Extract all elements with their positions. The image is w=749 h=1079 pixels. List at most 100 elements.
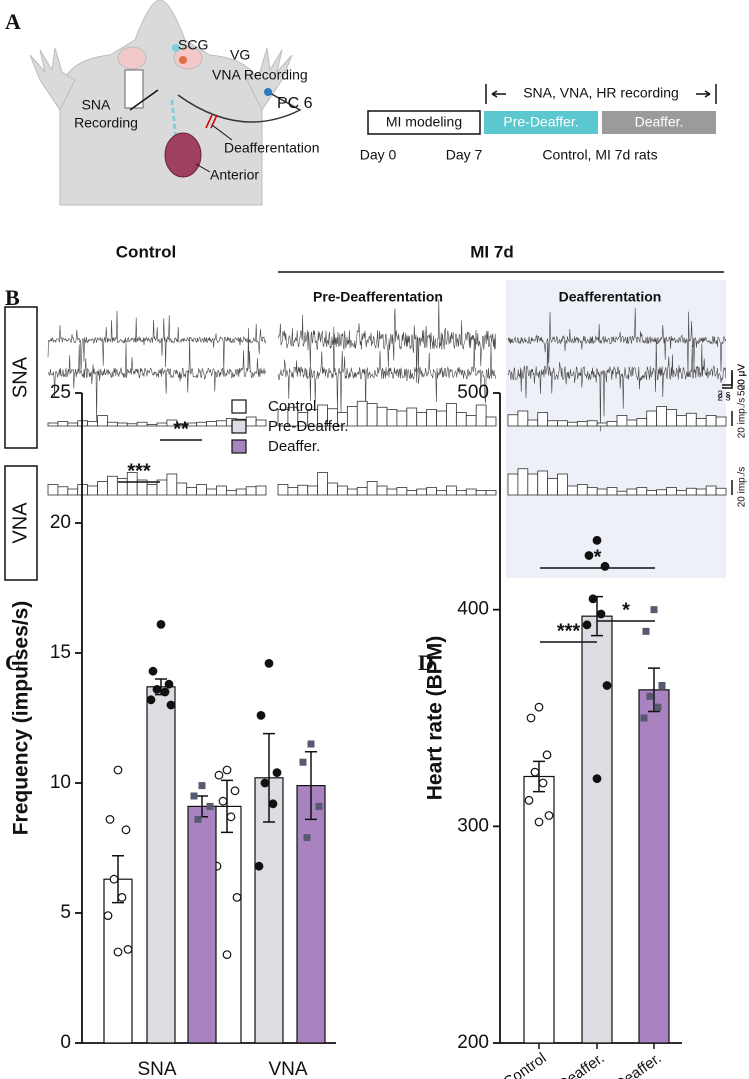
row-label-box: [4, 465, 38, 581]
histogram-bar: [626, 419, 638, 427]
condition-title: Deafferentation: [559, 289, 662, 305]
data-point: [584, 551, 594, 560]
histogram-bar: [307, 485, 319, 496]
histogram-bar: [107, 475, 118, 496]
histogram-bar: [216, 485, 227, 496]
label-sna: SNA: [82, 97, 111, 113]
data-point: [544, 811, 554, 820]
bar: [296, 784, 326, 1044]
x-tick-label: VNA: [268, 1059, 307, 1079]
row-label: VNA: [9, 502, 31, 544]
histogram-bar: [606, 421, 618, 427]
histogram-bar: [206, 421, 217, 427]
histogram-bar: [97, 481, 108, 496]
histogram-bar: [475, 490, 487, 496]
scale-label: 2 s: [717, 393, 730, 404]
legend-swatch: [231, 399, 247, 414]
histogram-bar: [146, 424, 158, 427]
timeline-box: Deaffer.: [635, 114, 684, 130]
histogram-bar: [436, 490, 447, 496]
histogram-bar: [57, 486, 69, 496]
timeline-note: Control, MI 7d rats: [542, 147, 657, 163]
row-label: SNA: [9, 356, 31, 398]
data-point: [658, 682, 666, 689]
legend-label: Control: [268, 398, 316, 415]
data-point: [121, 825, 131, 835]
histogram-bar: [396, 410, 408, 427]
histogram-bar: [366, 481, 378, 496]
histogram-bar: [705, 415, 717, 427]
rat-schematic: [29, 0, 293, 206]
histogram-bar: [47, 484, 59, 496]
histogram-bar: [455, 412, 467, 427]
histogram-bar: [695, 488, 707, 496]
data-point: [194, 815, 202, 823]
bar: [638, 689, 670, 1044]
error-bar: [533, 760, 545, 793]
data-point: [218, 796, 228, 806]
histogram-bar: [156, 422, 168, 427]
label-vg: VG: [230, 47, 250, 63]
y-tick-label: 500: [457, 382, 489, 403]
data-point: [166, 700, 176, 710]
histogram-bar: [67, 488, 79, 496]
error-bar: [305, 751, 317, 821]
timeline-heading: SNA, VNA, HR recording: [523, 85, 679, 101]
panel-letter: B: [5, 285, 20, 310]
data-point: [206, 802, 214, 810]
histogram-bar: [596, 488, 608, 496]
histogram-bar: [557, 420, 568, 427]
histogram-bar: [416, 412, 428, 427]
traces: [47, 299, 727, 432]
label-scg: SCG: [178, 37, 208, 53]
histogram-bar: [517, 468, 529, 496]
data-point: [582, 620, 592, 630]
histogram-bar: [297, 484, 309, 496]
histogram-bar: [107, 421, 118, 427]
data-point: [642, 627, 650, 635]
histogram-bar: [507, 414, 519, 427]
significance-label: ***: [557, 620, 581, 642]
group-title: MI 7d: [470, 242, 513, 261]
histogram-bar: [327, 482, 338, 496]
y-tick-label: 5: [60, 902, 71, 923]
histogram-bar: [596, 422, 608, 427]
data-point: [254, 861, 264, 871]
raw-trace: [47, 327, 267, 422]
data-point: [650, 606, 658, 614]
histogram-bar: [695, 418, 707, 427]
histogram-bar: [537, 470, 549, 496]
histogram-bar: [67, 422, 79, 427]
histogram-bar: [346, 406, 358, 427]
histogram-bar: [235, 488, 247, 496]
histogram-bar: [656, 406, 667, 427]
histogram-bar: [547, 420, 558, 427]
timeline-box: MI modeling: [386, 114, 462, 130]
panel-letter: C: [5, 650, 21, 675]
deafferentation-shade: [506, 280, 726, 578]
histogram-bar: [87, 421, 98, 427]
data-point: [307, 740, 315, 748]
data-point: [534, 817, 544, 827]
data-point: [222, 765, 232, 775]
histogram-bar: [176, 482, 188, 496]
data-point: [117, 893, 127, 902]
raw-trace: [47, 310, 267, 372]
histogram-bar: [576, 484, 588, 496]
histogram-bar: [186, 487, 198, 496]
histogram-bar: [606, 487, 618, 496]
y-tick-label: 400: [457, 599, 489, 620]
panel-letter: A: [5, 9, 21, 34]
data-point: [113, 765, 123, 775]
histogram-bar: [196, 484, 207, 496]
data-point: [600, 561, 610, 571]
x-tick-label: Deaffer.: [612, 1050, 665, 1079]
data-point: [646, 692, 654, 700]
histogram-bar: [126, 423, 138, 427]
histogram-bar: [277, 484, 289, 496]
error-bar: [263, 732, 275, 823]
x-tick-label: SNA: [137, 1059, 176, 1079]
histogram-bar: [465, 415, 477, 427]
raw-trace: [507, 338, 727, 432]
